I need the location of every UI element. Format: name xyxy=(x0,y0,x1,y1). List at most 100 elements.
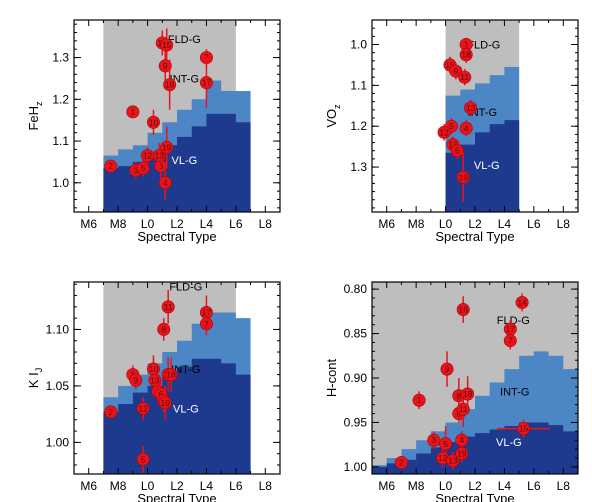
plot-area xyxy=(103,20,251,212)
y-tick-label: 1.00 xyxy=(46,435,70,449)
x-tick-label: L4 xyxy=(200,479,214,493)
data-point xyxy=(158,59,172,73)
x-tick-label: L8 xyxy=(259,479,273,493)
data-point-label: 12 xyxy=(438,453,448,463)
y-tick-label: 1.3 xyxy=(350,160,367,174)
data-point-label: 18 xyxy=(461,50,471,60)
y-axis-label-main: K I xyxy=(26,372,41,388)
region-label-fld: FLD-G xyxy=(169,282,202,294)
y-tick-label: 0.80 xyxy=(344,282,368,296)
data-point-label: 13 xyxy=(448,140,458,150)
data-point-label: 1 xyxy=(464,40,469,50)
y-axis-label-main: VO xyxy=(324,109,339,128)
data-point-label: 9 xyxy=(445,364,450,374)
y-tick-label: 1.05 xyxy=(46,379,70,393)
data-point xyxy=(136,401,150,415)
data-point xyxy=(459,48,473,62)
data-point-label: 11 xyxy=(459,404,468,414)
x-tick-label: M6 xyxy=(378,217,395,231)
x-tick-label: L4 xyxy=(498,217,512,231)
x-tick-label: L6 xyxy=(527,479,541,493)
data-point xyxy=(152,149,166,163)
region-label-vl: VL-G xyxy=(496,437,522,449)
x-tick-label: L4 xyxy=(200,217,214,231)
data-point xyxy=(440,362,454,376)
data-point-label: 19 xyxy=(162,142,172,152)
x-tick-label: L0 xyxy=(439,217,453,231)
data-point xyxy=(163,78,177,92)
data-point-label: 14 xyxy=(517,297,527,307)
data-point-label: 4 xyxy=(163,178,168,188)
data-point xyxy=(459,121,473,135)
data-point-label: 13 xyxy=(150,375,160,385)
data-point-label: 17 xyxy=(202,78,212,88)
data-point-label: 4 xyxy=(459,435,464,445)
x-tick-label: M8 xyxy=(110,479,127,493)
y-tick-label: 1.1 xyxy=(52,134,69,148)
data-point xyxy=(136,161,150,175)
region-label-fld: FLD-G xyxy=(467,40,500,52)
y-tick-label: 1.2 xyxy=(350,119,367,133)
x-tick-label: L2 xyxy=(170,217,184,231)
x-tick-label: M6 xyxy=(80,217,97,231)
data-point-label: 19 xyxy=(160,398,170,408)
x-axis-label: Spectral Type xyxy=(435,491,514,502)
x-tick-label: L6 xyxy=(229,217,243,231)
data-point-label: 19 xyxy=(457,449,467,459)
data-point xyxy=(437,125,451,139)
x-tick-label: M8 xyxy=(408,217,425,231)
region-label-int: INT-G xyxy=(170,73,199,85)
data-point-label: 7 xyxy=(508,336,513,346)
data-point xyxy=(394,455,408,469)
data-point-label: 8 xyxy=(456,391,461,401)
x-tick-label: L0 xyxy=(439,479,453,493)
data-point xyxy=(461,387,475,401)
x-axis-label: Spectral Type xyxy=(435,229,514,244)
data-point xyxy=(456,170,470,184)
y-tick-label: 0.85 xyxy=(344,327,368,341)
data-point-label: 19 xyxy=(458,172,468,182)
data-point-label: 13 xyxy=(466,103,476,113)
data-point-label: 12 xyxy=(138,403,148,413)
y-tick-label: 1.3 xyxy=(52,51,69,65)
data-point xyxy=(446,454,460,468)
data-point-label: 18 xyxy=(165,80,175,90)
data-point xyxy=(450,144,464,158)
data-point xyxy=(104,159,118,173)
x-tick-label: L6 xyxy=(527,217,541,231)
data-point-label: 6 xyxy=(158,161,163,171)
y-tick-label: 1.2 xyxy=(52,92,69,106)
data-point-label: 9 xyxy=(163,61,168,71)
x-tick-label: L2 xyxy=(468,479,482,493)
data-point xyxy=(158,396,172,410)
data-point xyxy=(158,176,172,190)
data-point xyxy=(412,393,426,407)
x-axis-label: Spectral Type xyxy=(137,229,216,244)
y-tick-label: 1.1 xyxy=(350,78,367,92)
y-axis-label: H-cont xyxy=(324,358,339,397)
chart-panel-4: FLD-GINT-GVL-G12351213986111841916141771… xyxy=(324,281,579,502)
data-point-label: 13 xyxy=(155,151,165,161)
data-point xyxy=(199,76,213,90)
data-point-label: 5 xyxy=(443,439,448,449)
data-point xyxy=(517,422,531,436)
y-axis-label-subscript: z xyxy=(332,104,342,109)
region-vl-g xyxy=(372,422,578,474)
y-tick-label: 1.0 xyxy=(350,38,367,52)
data-point xyxy=(427,433,441,447)
data-point xyxy=(464,101,478,115)
data-point-label: 10 xyxy=(149,117,159,127)
chart-panel-3: FLD-GINT-GVL-G1235129101316186419811177M… xyxy=(26,281,281,502)
y-tick-label: 1.00 xyxy=(344,460,368,474)
x-tick-label: M8 xyxy=(110,217,127,231)
data-point xyxy=(503,334,517,348)
y-tick-label: 1.10 xyxy=(46,322,70,336)
data-point-label: 5 xyxy=(449,121,454,131)
x-tick-label: L2 xyxy=(170,479,184,493)
data-point-label: 17 xyxy=(506,324,516,334)
plot-area xyxy=(103,282,251,474)
data-point-label: 3 xyxy=(431,435,436,445)
y-axis-label: VOz xyxy=(324,104,342,128)
y-tick-label: 1.0 xyxy=(52,176,69,190)
